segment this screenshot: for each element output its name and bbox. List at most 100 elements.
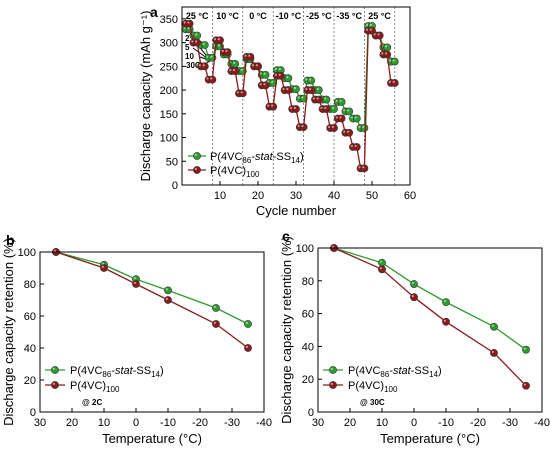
- panel-a-point-highlight: [331, 125, 334, 129]
- panel-c-frame: [317, 247, 543, 413]
- panel-a-point-fill: [276, 71, 285, 80]
- panel-a-point-fill: [360, 164, 369, 173]
- panel-a-point-highlight: [343, 109, 346, 112]
- panel-a-point: [345, 128, 354, 137]
- panel-b-point-fill: [164, 286, 172, 295]
- panel-b-point: [212, 304, 220, 312]
- panel-a-point-fill: [261, 70, 270, 79]
- panel-a-point: [307, 76, 316, 85]
- panel-c-legend-marker: [329, 366, 337, 374]
- panel-b-legend-marker-fill: [51, 381, 59, 389]
- panel-a-legend-close: ): [300, 151, 304, 163]
- panel-a-point-highlight: [255, 64, 258, 67]
- panel-b-ytick-label: 0: [30, 407, 36, 419]
- panel-c-xtick-label: -30: [502, 417, 518, 429]
- panel-a-legend-sub: 86: [242, 156, 251, 165]
- panel-a-point-highlight: [305, 87, 308, 91]
- panel-a-rate-label: 2: [185, 34, 190, 43]
- panel-b-xtick-label: 0: [133, 417, 139, 429]
- panel-a-legend-sub: 100: [246, 170, 260, 179]
- panel-a-point: [383, 50, 392, 59]
- panel-a-point-highlight: [297, 124, 300, 128]
- panel-b-ytick-label: 60: [24, 311, 36, 323]
- panel-c-point-fill: [378, 265, 386, 274]
- panel-a-point: [292, 85, 300, 94]
- panel-a-point: [345, 107, 354, 116]
- panel-b-legend-tail: -SS: [133, 365, 151, 377]
- panel-a-point-highlight: [187, 21, 190, 24]
- panel-a-legend-ital: stat: [255, 151, 274, 163]
- panel-b-legend-dash: -: [111, 365, 115, 377]
- panel-a-point-highlight: [312, 97, 315, 100]
- panel-b-ytick-label: 20: [24, 375, 36, 387]
- panel-b-point-highlight: [245, 345, 248, 348]
- panel-b-series-line: [55, 251, 249, 349]
- panel-a-point-fill: [246, 52, 255, 61]
- panel-a-point-highlight: [236, 91, 239, 94]
- panel-b-legend-marker-fill: [51, 366, 59, 374]
- panel-a-point-highlight: [229, 68, 232, 72]
- panel-b-point: [244, 344, 252, 352]
- panel-a-point-highlight: [366, 23, 369, 26]
- panel-a-point-fill: [322, 95, 331, 104]
- panel-a-point-highlight: [347, 109, 350, 112]
- panel-c-legend-marker-fill: [329, 381, 337, 389]
- panel-a-point-highlight: [388, 80, 391, 83]
- panel-c-ylabel: Discharge capacity retention (%): [279, 236, 294, 424]
- panel-a-point-highlight: [354, 116, 357, 119]
- panel-c-point-fill: [490, 349, 498, 357]
- panel-a-point: [299, 94, 308, 103]
- panel-b-point: [164, 296, 172, 304]
- panel-c-legend-main: P(4VC: [348, 365, 380, 377]
- panel-a-legend-text: P(4VC)100: [210, 165, 260, 179]
- panel-a-point-highlight: [305, 78, 308, 81]
- panel-a-point-highlight: [198, 64, 201, 67]
- panel-a-point-highlight: [202, 64, 205, 67]
- panel-c-legend-ital: stat: [393, 365, 412, 377]
- panel-a-legend-item: P(4VC86-stat-SS14): [210, 151, 304, 165]
- panel-a-point-fill: [292, 85, 300, 94]
- panel-c-legend-marker-highlight: [330, 382, 333, 385]
- panel-a-point-highlight: [392, 80, 395, 83]
- panel-a-rate-label: 5: [185, 43, 190, 52]
- panel-a-legend-marker-highlight: [194, 167, 197, 170]
- panel-a-point-highlight: [206, 55, 209, 58]
- panel-a-point-fill: [254, 62, 262, 71]
- panel-c-series-line: [333, 247, 527, 351]
- panel-c-ytick-label: 0: [308, 407, 314, 419]
- panel-c-xtick-label: 0: [411, 417, 417, 429]
- panel-c-annotation: @ 30C: [360, 398, 385, 407]
- panel-a-point-highlight: [263, 83, 266, 86]
- panel-b-point-fill: [212, 304, 220, 312]
- panel-a-point-fill: [360, 124, 369, 132]
- panel-a-ylabel: Discharge capacity (mAh g⁻¹): [138, 11, 153, 182]
- panel-a-rate-label: 10: [185, 52, 194, 61]
- panel-c-point: [410, 280, 418, 288]
- panel-a-point: [231, 67, 240, 75]
- panel-a-point-highlight: [347, 130, 350, 133]
- panel-b-series-line: [55, 251, 249, 325]
- panel-a-point-highlight: [274, 67, 277, 71]
- panel-c-point: [522, 345, 530, 354]
- panel-a-point-fill: [307, 76, 316, 85]
- panel-a-point-highlight: [392, 59, 395, 62]
- panel-a-point-highlight: [263, 72, 266, 75]
- panel-a-point: [292, 105, 300, 113]
- panel-a-xtick-label: 40: [328, 190, 340, 202]
- panel-a-point: [216, 36, 224, 45]
- panel-c-ytick-label: 100: [296, 243, 314, 255]
- panel-a-ytick-label: 250: [160, 61, 178, 73]
- panel-c-legend-text: P(4VC)100: [348, 380, 398, 394]
- panel-c-legend-close: ): [438, 365, 442, 377]
- panel-b-point-highlight: [165, 297, 168, 300]
- panel-c-point-highlight: [491, 324, 494, 327]
- panel-a-ytick-label: 0: [172, 180, 178, 192]
- panel-c-legend-sub: 100: [384, 385, 398, 394]
- panel-a-point-fill: [345, 128, 354, 137]
- panel-a-point: [360, 124, 369, 132]
- panel-c-point-fill: [490, 322, 498, 331]
- panel-a-point-highlight: [210, 55, 213, 58]
- panel-b-xtick-label: -20: [192, 417, 208, 429]
- panel-a-point-highlight: [293, 106, 296, 110]
- panel-b-legend-item: P(4VC)100: [70, 380, 120, 394]
